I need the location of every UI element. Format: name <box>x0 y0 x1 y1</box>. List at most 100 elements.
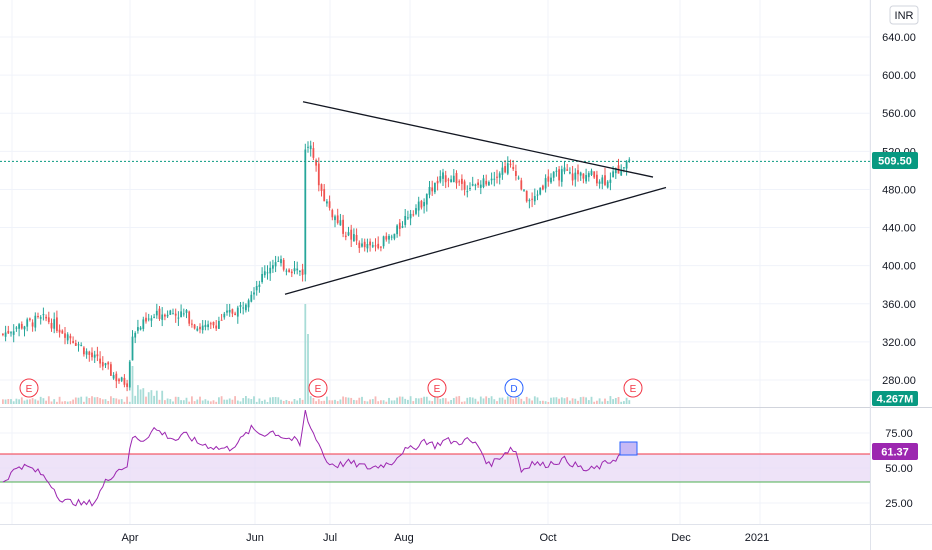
volume-bar <box>255 401 258 404</box>
volume-bar <box>112 398 115 404</box>
volume-bar <box>490 396 493 404</box>
candle-body <box>404 215 407 225</box>
candle-body <box>161 314 164 320</box>
event-marker-e[interactable] <box>308 378 328 398</box>
volume-bar <box>201 400 204 404</box>
volume-bar <box>20 397 23 404</box>
candle-body <box>296 268 299 271</box>
volume-bars <box>2 304 631 404</box>
volume-bar <box>361 396 363 404</box>
candle-body <box>293 268 296 272</box>
candle-body <box>255 286 258 291</box>
volume-bar <box>444 398 447 404</box>
event-marker-e[interactable] <box>19 378 39 398</box>
candle-body <box>80 345 83 347</box>
candle-body <box>388 235 390 240</box>
time-axis[interactable]: Apr Jun Jul Aug Oct Dec 2021 <box>121 532 769 544</box>
volume-bar <box>409 396 412 404</box>
candle-body <box>253 292 255 295</box>
volume-bar <box>515 397 517 404</box>
volume-bar <box>512 399 515 404</box>
candle-body <box>99 358 101 364</box>
volume-bar <box>42 398 45 404</box>
volume-bar <box>412 401 415 404</box>
candle-body <box>501 167 504 175</box>
candle-body <box>369 241 371 246</box>
volume-bar <box>126 396 128 404</box>
candle-body <box>234 313 236 316</box>
event-marker-d[interactable] <box>504 378 524 398</box>
candle-body <box>182 313 185 315</box>
volume-bar <box>371 399 374 404</box>
candle-body <box>74 342 77 346</box>
volume-bar <box>312 398 315 404</box>
rsi-axis[interactable]: 75.00 50.00 25.00 <box>885 428 913 510</box>
volume-bar <box>110 396 112 404</box>
price-axis[interactable]: 640.00600.00560.00520.00480.00440.00400.… <box>882 32 916 387</box>
candle-body <box>344 235 347 238</box>
candle-body <box>304 149 307 275</box>
rsi-panel[interactable] <box>0 409 870 507</box>
volume-bar <box>277 397 280 404</box>
volume-bar <box>285 399 288 404</box>
volume-bar <box>552 397 555 404</box>
volume-bar <box>612 399 614 404</box>
candle-body <box>137 327 139 331</box>
candle-body <box>590 170 593 175</box>
candle-body <box>366 243 369 249</box>
candle-body <box>450 179 452 183</box>
event-marker-e[interactable] <box>427 378 447 398</box>
event-marker-label: E <box>315 384 322 395</box>
candle-body <box>390 236 393 238</box>
volume-bar <box>539 400 542 404</box>
candle-body <box>574 172 577 180</box>
last-price-badge <box>872 152 918 169</box>
volume-bar <box>147 392 150 404</box>
price-tick-label: 360.00 <box>882 299 916 311</box>
candle-body <box>353 234 355 242</box>
volume-bar <box>296 400 299 404</box>
volume-bar <box>431 401 434 404</box>
currency-box[interactable] <box>889 5 919 25</box>
candle-body <box>577 170 579 175</box>
volume-bar <box>404 398 407 404</box>
price-tick-label: 320.00 <box>882 337 916 349</box>
candle-body <box>274 262 277 267</box>
volume-bar <box>331 400 334 404</box>
candle-body <box>350 229 353 240</box>
volume-bar <box>563 398 566 404</box>
volume-bar <box>609 396 612 404</box>
candle-body <box>493 178 496 180</box>
candle-body <box>358 242 361 249</box>
candle-body <box>145 317 147 322</box>
volume-bar <box>428 400 431 404</box>
candle-body <box>428 187 431 195</box>
candle-body <box>506 163 509 174</box>
volume-bar <box>231 399 234 404</box>
candle-body <box>447 179 450 181</box>
volume-bar <box>101 399 104 404</box>
candle-body <box>409 213 412 219</box>
candle-body <box>64 333 66 338</box>
candle-body <box>466 191 469 193</box>
candle-body <box>309 145 312 150</box>
candle-body <box>528 199 531 202</box>
candle-body <box>474 184 477 186</box>
candle-body <box>342 219 344 234</box>
volume-bar <box>531 400 533 404</box>
volume-bar <box>2 399 4 404</box>
volume-bar <box>50 401 53 404</box>
volume-bar <box>301 399 304 404</box>
candle-body <box>623 167 625 169</box>
candle-body <box>7 330 10 334</box>
candle-body <box>320 184 323 191</box>
candle-body <box>18 324 20 329</box>
volume-bar <box>280 399 282 404</box>
event-marker-e[interactable] <box>623 378 643 398</box>
volume-bar <box>509 397 512 404</box>
event-marker-label: E <box>26 384 33 395</box>
candle-body <box>517 177 520 179</box>
